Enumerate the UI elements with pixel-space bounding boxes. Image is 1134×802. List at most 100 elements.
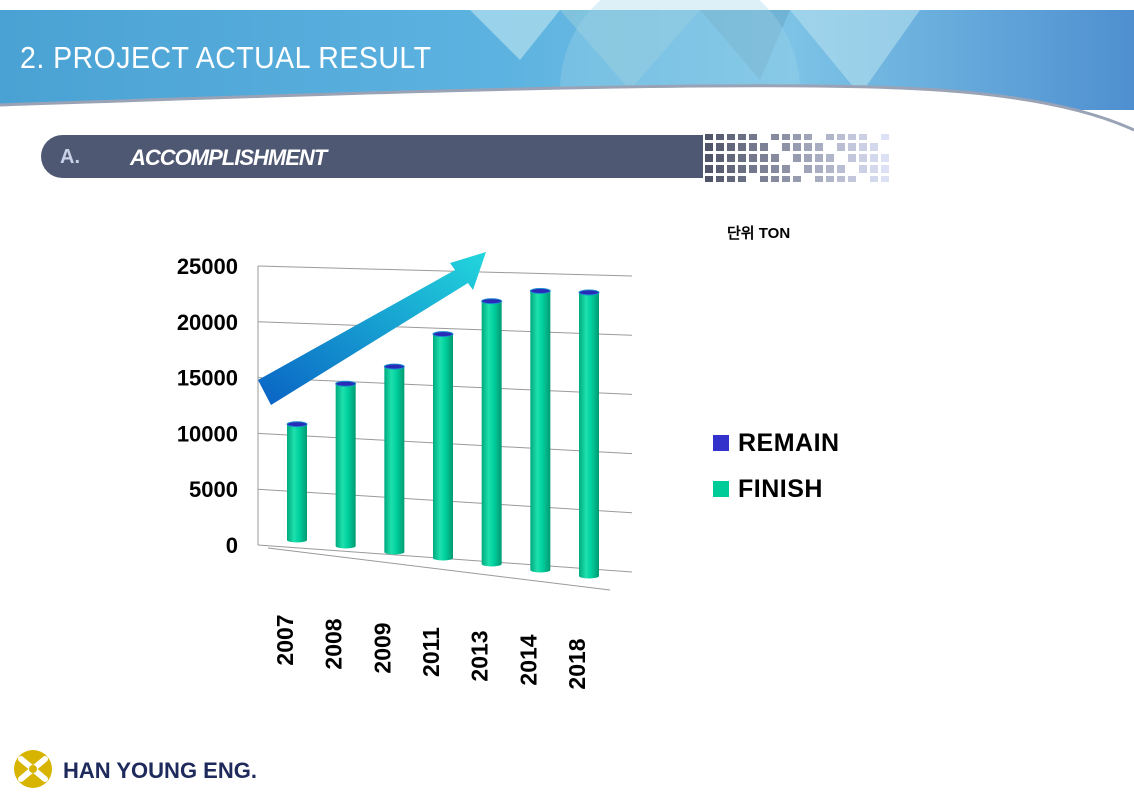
grid-deco-square bbox=[793, 154, 801, 162]
bar-cap-remain bbox=[481, 298, 503, 305]
grid-deco-square bbox=[727, 176, 735, 182]
legend-item-finish: FINISH bbox=[713, 474, 840, 504]
grid-deco-square bbox=[705, 154, 713, 162]
grid-deco-square bbox=[749, 134, 757, 140]
y-axis-ticks: 25000 20000 15000 10000 5000 0 bbox=[177, 254, 238, 558]
grid-deco-square bbox=[870, 176, 878, 182]
legend-label-finish: FINISH bbox=[738, 474, 823, 503]
grid-deco-square bbox=[749, 143, 757, 151]
grid-deco-square bbox=[881, 134, 889, 140]
gridline bbox=[257, 321, 633, 336]
grid-deco-square bbox=[760, 165, 768, 173]
x-tick-label: 2007 bbox=[272, 614, 298, 665]
grid-deco-square bbox=[782, 176, 790, 182]
grid-deco-square bbox=[870, 143, 878, 151]
bar-body bbox=[384, 366, 405, 555]
bar-body bbox=[481, 301, 502, 567]
legend-item-remain: REMAIN bbox=[713, 428, 840, 458]
legend-swatch-finish bbox=[713, 481, 729, 497]
section-letter: A. bbox=[60, 146, 80, 168]
grid-deco-square bbox=[727, 165, 735, 173]
grid-deco-square bbox=[727, 154, 735, 162]
grid-deco-square bbox=[716, 143, 724, 151]
chart-legend: REMAIN FINISH bbox=[713, 428, 840, 520]
grid-deco-square bbox=[738, 165, 746, 173]
company-logo-icon bbox=[14, 750, 52, 788]
grid-deco-square bbox=[760, 154, 768, 162]
grid-deco-square bbox=[716, 165, 724, 173]
grid-deco-square bbox=[804, 154, 812, 162]
grid-deco-square bbox=[815, 154, 823, 162]
legend-swatch-remain bbox=[713, 435, 729, 451]
bar-finish-2014 bbox=[529, 288, 551, 573]
grid-deco-square bbox=[705, 143, 713, 151]
grid-deco-square bbox=[749, 165, 757, 173]
grid-deco-square bbox=[771, 134, 779, 140]
grid-deco-square bbox=[771, 165, 779, 173]
grid-deco-square bbox=[738, 154, 746, 162]
grid-deco-square bbox=[881, 165, 889, 173]
grid-deco-square bbox=[727, 143, 735, 151]
bar-finish-2018 bbox=[578, 289, 600, 579]
grid-deco-square bbox=[859, 154, 867, 162]
bar-cap-remain bbox=[578, 289, 600, 296]
x-axis-line bbox=[267, 547, 611, 591]
bar-cap-remain bbox=[432, 331, 454, 338]
unit-label: 단위 TON bbox=[727, 225, 791, 242]
grid-deco-square bbox=[793, 143, 801, 151]
bar-body bbox=[335, 383, 356, 549]
y-tick-label: 20000 bbox=[177, 310, 238, 335]
bar-finish-2009 bbox=[383, 363, 405, 555]
grid-deco-square bbox=[705, 134, 713, 140]
chart-bars bbox=[286, 288, 600, 579]
grid-decoration bbox=[705, 134, 889, 182]
grid-deco-square bbox=[760, 143, 768, 151]
grid-deco-square bbox=[848, 154, 856, 162]
grid-deco-square bbox=[837, 134, 845, 140]
grid-deco-square bbox=[881, 176, 889, 182]
grid-deco-square bbox=[815, 165, 823, 173]
section-bar bbox=[41, 135, 703, 178]
grid-deco-square bbox=[793, 176, 801, 182]
bar-cap-remain bbox=[335, 380, 357, 387]
section-title: ACCOMPLISHMENT bbox=[130, 145, 327, 170]
bar-finish-2008 bbox=[335, 380, 357, 549]
bar-finish-2011 bbox=[432, 331, 454, 561]
y-tick-label: 0 bbox=[226, 533, 238, 558]
grid-deco-square bbox=[760, 176, 768, 182]
grid-deco-square bbox=[837, 165, 845, 173]
bar-cap-remain bbox=[529, 288, 551, 295]
company-name: HAN YOUNG ENG. bbox=[63, 758, 257, 783]
grid-deco-square bbox=[738, 134, 746, 140]
grid-deco-square bbox=[716, 176, 724, 182]
y-tick-label: 25000 bbox=[177, 254, 238, 279]
grid-deco-square bbox=[837, 143, 845, 151]
grid-deco-square bbox=[826, 176, 834, 182]
grid-deco-square bbox=[859, 143, 867, 151]
grid-deco-square bbox=[815, 176, 823, 182]
bar-cap-remain bbox=[286, 421, 308, 428]
bar-body bbox=[287, 424, 307, 543]
y-tick-label: 15000 bbox=[177, 366, 238, 391]
grid-deco-square bbox=[771, 154, 779, 162]
grid-deco-square bbox=[848, 176, 856, 182]
grid-deco-square bbox=[793, 134, 801, 140]
x-tick-label: 2011 bbox=[418, 627, 444, 677]
grid-deco-square bbox=[826, 165, 834, 173]
grid-deco-square bbox=[870, 165, 878, 173]
bar-body bbox=[433, 334, 453, 561]
grid-deco-square bbox=[804, 143, 812, 151]
grid-deco-square bbox=[782, 143, 790, 151]
grid-deco-square bbox=[705, 165, 713, 173]
legend-label-remain: REMAIN bbox=[738, 428, 840, 457]
grid-deco-square bbox=[848, 134, 856, 140]
grid-deco-square bbox=[727, 134, 735, 140]
grid-deco-square bbox=[749, 154, 757, 162]
y-tick-label: 5000 bbox=[189, 477, 238, 502]
x-tick-label: 2018 bbox=[564, 638, 590, 689]
x-tick-label: 2009 bbox=[369, 622, 395, 673]
header-banner bbox=[0, 0, 1134, 140]
bar-finish-2007 bbox=[286, 421, 308, 543]
bar-body bbox=[530, 291, 551, 573]
